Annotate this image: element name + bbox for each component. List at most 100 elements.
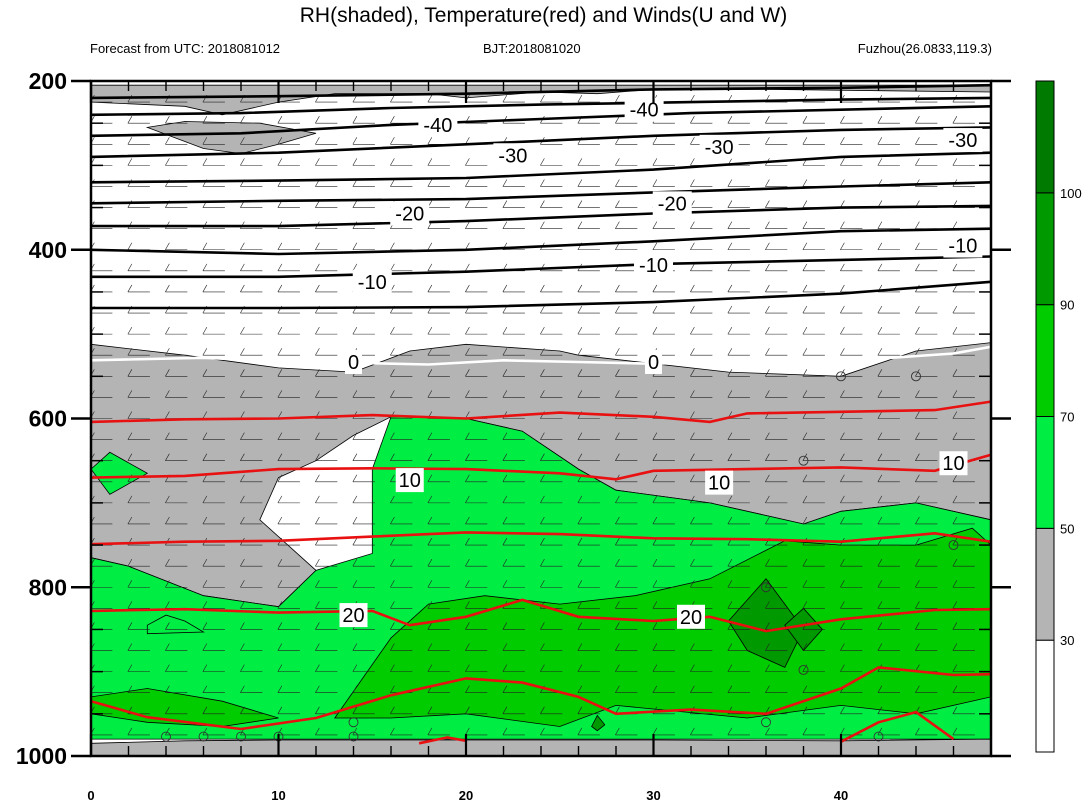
wind-barb-tick [915, 116, 920, 124]
wind-barb-tick [652, 622, 658, 630]
wind-barb-tick [915, 537, 920, 546]
wind-barb-tick [315, 158, 320, 166]
wind-barb-tick [877, 622, 883, 630]
wind-barb-tick [390, 495, 395, 504]
rh-region-50-5 [146, 614, 205, 635]
wind-barb-tick [165, 706, 170, 714]
wind-barb-tick [615, 369, 620, 377]
wind-barb-tick [652, 474, 658, 482]
wind-barb-tick [727, 664, 733, 672]
wind-barb-tick [540, 622, 545, 630]
wind-barb-tick [240, 643, 245, 651]
wind-barb-tick [840, 453, 845, 461]
wind-barb-tick [615, 221, 620, 229]
wind-barb-tick [465, 559, 470, 567]
wind-barb-tick [352, 706, 358, 714]
calm-wind-marker [948, 540, 959, 551]
wind-barb-tick [802, 432, 808, 440]
isotherm--15 [91, 227, 991, 256]
wind-barb-tick [915, 432, 920, 440]
wind-barb-tick [540, 94, 545, 103]
wind-barb-tick [315, 369, 320, 377]
colorbar-label: 50 [1060, 521, 1074, 536]
wind-barb-tick [502, 179, 508, 187]
contour-label: -30 [498, 145, 527, 167]
calm-wind-marker [836, 371, 846, 382]
wind-barb-tick [765, 179, 770, 187]
contour-label: -10 [639, 255, 668, 277]
wind-barb-tick [315, 284, 320, 293]
wind-barb-tick [390, 326, 395, 335]
wind-barb-tick [390, 559, 395, 567]
wind-barb-tick [240, 559, 245, 567]
rh-region-50-4 [91, 451, 149, 495]
wind-barb-tick [727, 580, 733, 588]
wind-barb-tick [915, 305, 920, 314]
wind-barb-tick [465, 263, 470, 271]
wind-barb-tick [802, 221, 808, 229]
wind-barb-tick [690, 137, 695, 145]
wind-barb-tick [915, 601, 920, 609]
rh-region-70-7 [91, 688, 279, 727]
contour-label-bg [939, 451, 968, 476]
wind-barb-tick [690, 643, 695, 651]
wind-barb-tick [652, 221, 658, 229]
wind-barb-tick [840, 580, 845, 588]
wind-barb-tick [802, 348, 808, 356]
wind-barb-tick [465, 390, 470, 398]
wind-barb-tick [915, 390, 920, 398]
wind-barb-tick [915, 559, 920, 567]
wind-barb-tick [802, 495, 808, 504]
y-tick-label: 1000 [16, 743, 67, 769]
isotherm-red-25 [91, 666, 991, 731]
wind-barb-tick [427, 580, 433, 588]
wind-barb-tick [727, 495, 733, 504]
wind-barb-tick [277, 685, 283, 693]
wind-barb-tick [277, 137, 283, 145]
wind-barb-tick [765, 200, 770, 208]
wind-barb-tick [765, 242, 770, 250]
wind-barb-tick [315, 516, 320, 525]
wind-barb-tick [915, 137, 920, 145]
wind-barb-tick [465, 158, 470, 166]
wind-barb-tick [427, 537, 433, 546]
wind-barb-tick [952, 116, 958, 124]
wind-barb-tick [465, 432, 470, 440]
wind-barb-tick [690, 221, 695, 229]
wind-barb-tick [277, 727, 283, 736]
wind-barb-tick [202, 369, 208, 377]
wind-barb-tick [802, 706, 808, 714]
wind-barb-tick [952, 495, 958, 504]
wind-barb-tick [615, 664, 620, 672]
wind-barb-tick [840, 326, 845, 335]
wind-barb-tick [427, 664, 433, 672]
wind-barb-tick [390, 390, 395, 398]
calm-wind-marker [348, 731, 359, 742]
wind-barb-tick [352, 580, 358, 588]
contour-label-bg [624, 97, 664, 122]
wind-barb-tick [690, 369, 695, 377]
wind-barb-tick [465, 685, 470, 693]
wind-barb-tick [840, 116, 845, 124]
wind-barb-tick [615, 622, 620, 630]
wind-barb-tick [465, 727, 470, 736]
wind-barb-tick [765, 390, 770, 398]
wind-barb-tick [502, 537, 508, 546]
wind-barb-tick [802, 390, 808, 398]
wind-barb-tick [352, 516, 358, 525]
wind-barb-tick [915, 221, 920, 229]
wind-barb-tick [915, 369, 920, 377]
wind-barb-tick [502, 643, 508, 651]
wind-barb-tick [390, 179, 395, 187]
wind-barb-tick [802, 326, 808, 335]
wind-barb-tick [427, 495, 433, 504]
calm-wind-marker [911, 371, 921, 382]
wind-barb-tick [127, 390, 133, 398]
isotherm-red-15 [91, 531, 991, 546]
contour-label: 10 [708, 473, 730, 495]
wind-barb-tick [427, 706, 433, 714]
wind-barb-tick [315, 137, 320, 145]
wind-barb-tick [952, 390, 958, 398]
wind-barb-tick [877, 116, 883, 124]
wind-barb-tick [540, 643, 545, 651]
